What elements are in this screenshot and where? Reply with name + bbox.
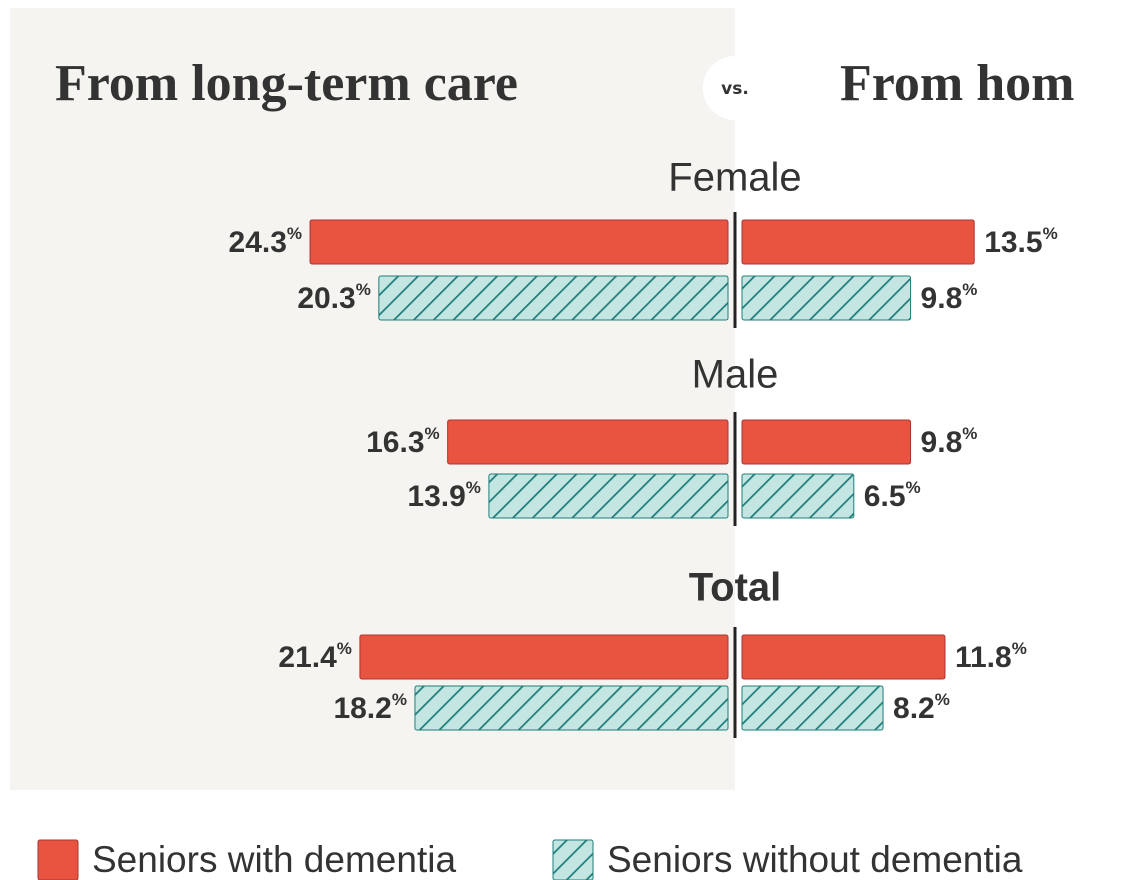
category-label: Total (689, 566, 782, 610)
bar-left (309, 219, 729, 265)
bar-left (447, 419, 729, 465)
bar-left (359, 634, 729, 680)
value-label: 13.9% (407, 478, 481, 512)
bar-right (741, 634, 946, 680)
category-label: Male (692, 353, 779, 397)
value-label: 6.5% (864, 478, 921, 512)
value-label: 11.8% (955, 639, 1027, 673)
legend-swatch (37, 839, 79, 880)
bar-right (741, 473, 855, 519)
value-label: 8.2% (893, 690, 950, 724)
legend-label: Seniors with dementia (92, 839, 456, 880)
bar-left (414, 685, 729, 731)
bar-right (741, 685, 884, 731)
value-label: 9.8% (921, 424, 978, 458)
vs-badge (703, 56, 767, 120)
bar-right (741, 219, 975, 265)
legend-swatch (552, 839, 594, 880)
category-label: Female (668, 156, 801, 200)
legend-label: Seniors without dementia (607, 839, 1023, 880)
vs-label: vs. (721, 79, 749, 99)
bar-right (741, 419, 912, 465)
bar-left (378, 275, 729, 321)
bar-right (741, 275, 912, 321)
left-title: From long-term care (55, 55, 518, 112)
bar-left (488, 473, 729, 519)
value-label: 24.3% (229, 224, 303, 258)
value-label: 13.5% (984, 224, 1058, 258)
right-title: From hom (840, 55, 1074, 112)
value-label: 9.8% (921, 280, 978, 314)
